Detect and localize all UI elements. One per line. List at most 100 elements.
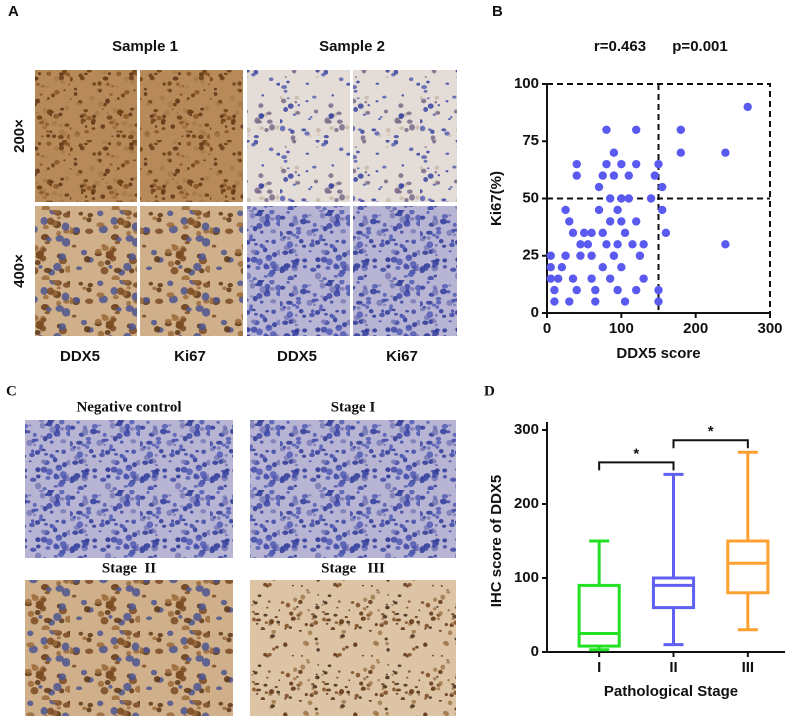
tile-title: Negative control: [76, 399, 181, 415]
scatter-point: [561, 251, 570, 260]
stain-label: Ki67: [386, 348, 418, 365]
y-tick-label: 0: [531, 643, 539, 660]
y-tick-label: 25: [522, 247, 539, 264]
scatter-point: [602, 240, 611, 249]
plot-frame: [547, 83, 771, 313]
scatter-point: [568, 228, 578, 238]
box: [577, 583, 621, 648]
scatter-point: [613, 240, 622, 249]
micrograph: [353, 206, 457, 336]
scatter-point: [624, 194, 633, 203]
stain-label: DDX5: [277, 348, 317, 365]
scatter-point: [617, 159, 626, 169]
panel-label: C: [6, 383, 17, 399]
y-tick-label: 300: [514, 421, 539, 438]
x-tick-label: 300: [757, 320, 782, 337]
panel-a: A Sample 1 Sample 2 200× 400× DDX5 Ki67 …: [8, 3, 418, 365]
scatter-point: [635, 251, 645, 260]
micrograph: [140, 70, 243, 202]
micrograph: [140, 206, 243, 336]
scatter-point: [591, 297, 600, 306]
scatter-point: [546, 263, 555, 272]
scatter-point: [587, 274, 596, 283]
scatter-point: [602, 125, 611, 134]
scatter-point: [609, 171, 619, 180]
scatter-point: [587, 251, 596, 260]
stain-label: DDX5: [60, 348, 100, 365]
scatter-point: [609, 251, 619, 260]
scatter-point: [721, 148, 730, 157]
scatter-point: [576, 240, 585, 249]
scatter-point: [721, 240, 730, 249]
scatter-point: [654, 285, 663, 295]
micrograph: [25, 420, 233, 558]
scatter-point: [583, 240, 593, 249]
y-tick-label: 0: [531, 304, 539, 321]
panel-c: C Negative control Stage I Stage II Stag…: [6, 383, 385, 576]
micrograph: [247, 206, 350, 336]
scatter-point: [568, 274, 578, 283]
scatter-point: [613, 285, 622, 295]
scatter-point: [676, 125, 685, 134]
scatter-point: [617, 194, 626, 203]
row-title: 400×: [11, 254, 28, 288]
annotation: r=0.463: [594, 38, 646, 55]
scatter-point: [605, 274, 615, 283]
scatter-point: [587, 228, 596, 238]
scatter-point: [743, 102, 752, 112]
x-tick-label: II: [669, 659, 677, 676]
significance-bracket: [598, 461, 675, 471]
micrograph: [35, 70, 137, 202]
scatter-point: [605, 194, 615, 203]
scatter-point: [557, 263, 567, 272]
scatter-point: [617, 263, 626, 272]
micrograph: [25, 580, 233, 716]
micrograph: [250, 420, 456, 558]
x-axis-label: Pathological Stage: [604, 683, 738, 700]
scatter-point: [609, 148, 619, 157]
scatter-point: [658, 205, 667, 215]
y-axis-label: IHC score of DDX5: [488, 475, 505, 608]
scatter-point: [676, 148, 685, 157]
tile-title: Stage II: [102, 560, 156, 576]
scatter-point: [565, 297, 574, 306]
scatter-point: [654, 297, 663, 306]
scatter-point: [620, 228, 630, 238]
scatter-point: [553, 274, 563, 283]
scatter-point: [591, 285, 600, 295]
scatter-point: [605, 217, 615, 226]
x-axis-label: DDX5 score: [616, 345, 700, 362]
y-tick-label: 75: [522, 132, 539, 149]
scatter-point: [594, 182, 604, 192]
box: [651, 576, 696, 610]
scatter-point: [565, 217, 574, 226]
micrograph: [250, 580, 456, 716]
column-title: Sample 1: [112, 38, 178, 55]
row-title: 200×: [11, 119, 28, 153]
scatter-point: [561, 205, 570, 215]
scatter-point: [639, 240, 648, 249]
box: [726, 539, 770, 595]
scatter-point: [632, 285, 641, 295]
scatter-point: [658, 182, 667, 192]
scatter-point: [579, 228, 589, 238]
x-tick-label: 100: [609, 320, 634, 337]
micrograph: [35, 206, 137, 336]
scatter-point: [661, 228, 671, 238]
scatter-point: [602, 159, 611, 169]
scatter-point: [598, 228, 607, 238]
significance-label: *: [633, 445, 639, 462]
scatter-point: [632, 125, 641, 134]
scatter-point: [628, 240, 637, 249]
x-tick-label: 0: [543, 320, 551, 337]
scatter-point: [654, 159, 663, 169]
scatter-point: [550, 297, 559, 306]
scatter-point: [639, 274, 648, 283]
scatter-point: [632, 159, 641, 169]
scatter-point: [624, 171, 633, 180]
scatter-point: [572, 159, 581, 169]
scatter-point: [572, 171, 581, 180]
scatter-point: [646, 194, 656, 203]
significance-label: *: [708, 423, 714, 440]
